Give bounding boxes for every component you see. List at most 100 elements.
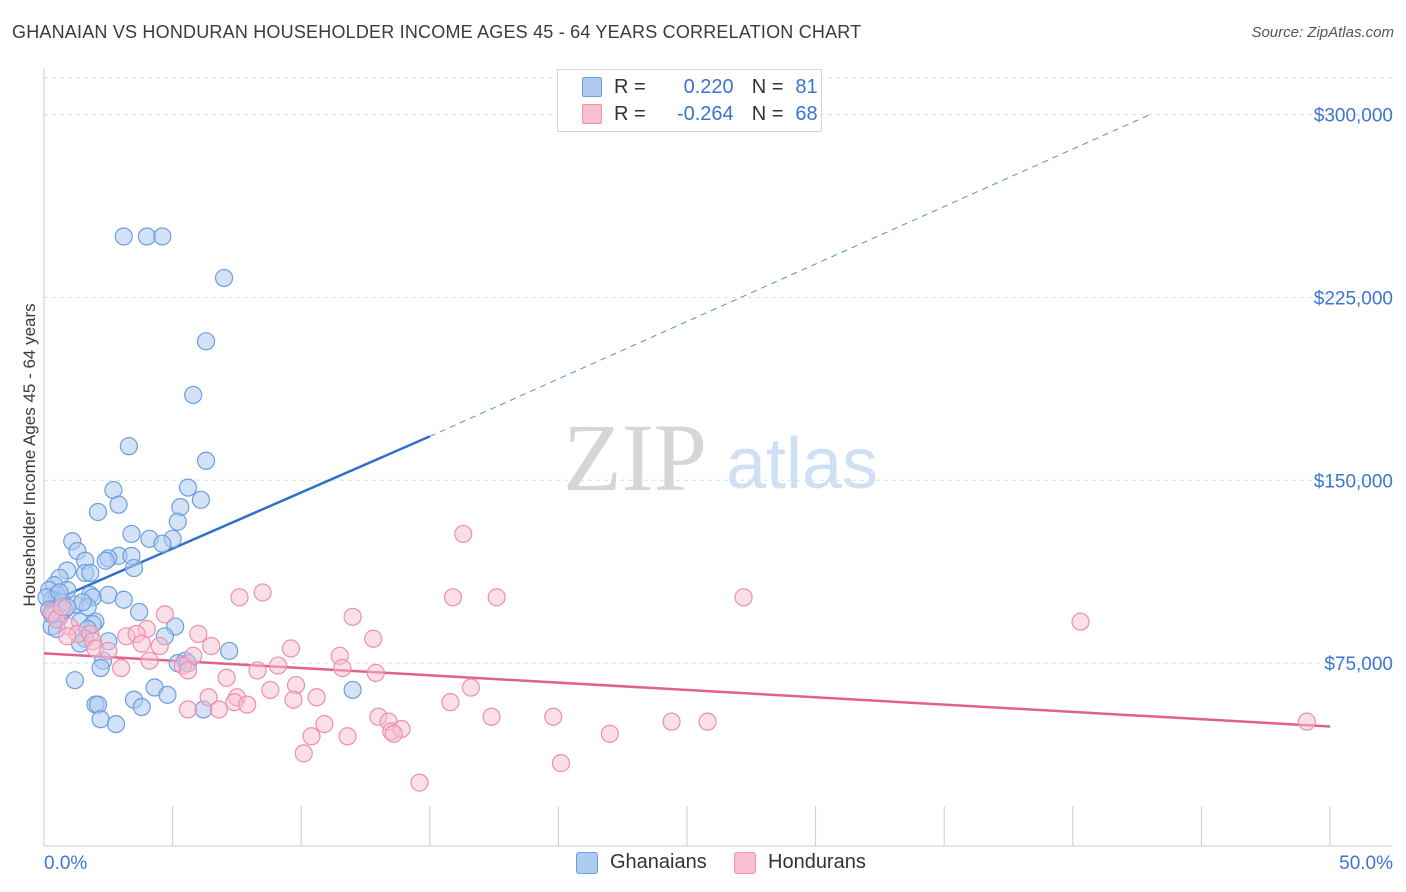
watermark-atlas: atlas xyxy=(726,424,878,504)
ghanaians-trend-line xyxy=(43,435,431,606)
hondurans-points xyxy=(42,524,1316,792)
ghanaians-trend-extension xyxy=(429,114,1151,437)
ghanaian-point xyxy=(88,502,108,522)
honduran-point xyxy=(268,656,288,675)
honduran-point xyxy=(217,668,236,687)
correlation-legend: R = 0.220 N = 81 R = -0.264 N = 68 xyxy=(557,69,822,132)
honduran-point xyxy=(1071,612,1090,631)
r-value: -0.264 xyxy=(676,102,734,125)
x-tick-label-min: 0.0% xyxy=(44,853,87,874)
honduran-point xyxy=(253,583,272,602)
r-value: 0.220 xyxy=(683,75,734,98)
honduran-point xyxy=(441,693,460,712)
honduran-point xyxy=(544,707,563,726)
honduran-point xyxy=(189,624,208,643)
honduran-point xyxy=(662,712,681,731)
honduran-point xyxy=(734,588,753,607)
ghanaian-point xyxy=(114,227,133,246)
honduran-point xyxy=(307,688,326,707)
hondurans-label: Hondurans xyxy=(768,851,866,873)
honduran-point xyxy=(178,661,198,680)
honduran-point xyxy=(333,658,352,678)
honduran-point xyxy=(600,724,619,743)
honduran-point xyxy=(58,627,77,646)
honduran-point xyxy=(202,636,221,656)
honduran-point xyxy=(410,773,429,792)
ghanaian-point xyxy=(96,551,115,570)
honduran-point xyxy=(284,690,303,709)
honduran-point xyxy=(302,727,321,746)
hondurans-swatch xyxy=(734,851,756,874)
x-tick-label-max: 50.0% xyxy=(1339,853,1393,874)
ghanaian-point xyxy=(178,478,198,497)
ghanaians-swatch xyxy=(576,851,598,874)
honduran-point xyxy=(551,754,571,773)
honduran-point xyxy=(294,744,313,763)
ghanaians-swatch xyxy=(582,77,602,97)
honduran-point xyxy=(52,597,72,617)
source-credit: Source: ZipAtlas.com xyxy=(1251,24,1394,41)
honduran-point xyxy=(454,524,473,544)
honduran-point xyxy=(315,714,334,734)
ghanaian-point xyxy=(196,332,216,351)
honduran-point xyxy=(150,636,169,656)
ghanaian-point xyxy=(184,385,203,405)
ghanaian-point xyxy=(114,590,133,609)
honduran-point xyxy=(199,688,218,707)
ghanaian-point xyxy=(106,714,126,734)
honduran-point xyxy=(140,651,159,670)
honduran-point xyxy=(281,639,301,658)
ghanaian-point xyxy=(91,710,110,729)
ghanaian-point xyxy=(214,268,234,288)
bottom-legend-hondurans: Hondurans xyxy=(734,851,866,874)
chart-title: GHANAIAN VS HONDURAN HOUSEHOLDER INCOME … xyxy=(12,22,862,42)
legend-row-ghanaians: R = 0.220 N = 81 xyxy=(582,73,818,101)
ghanaian-point xyxy=(137,227,156,246)
ghanaian-point xyxy=(168,512,187,531)
honduran-point xyxy=(366,663,385,682)
hondurans-swatch xyxy=(582,104,602,124)
y-tick-label: $75,000 xyxy=(1324,654,1393,675)
honduran-point xyxy=(1297,712,1316,731)
ghanaian-point xyxy=(220,641,239,661)
y-tick-label: $300,000 xyxy=(1314,106,1393,127)
honduran-point xyxy=(698,712,717,731)
honduran-point xyxy=(443,588,463,607)
honduran-point xyxy=(178,700,198,719)
ghanaian-point xyxy=(73,593,92,612)
watermark: ZIP atlas xyxy=(563,404,878,511)
n-value: 68 xyxy=(795,102,818,125)
axes xyxy=(43,68,1392,847)
honduran-point xyxy=(343,607,362,626)
y-tick-label: $225,000 xyxy=(1314,288,1393,309)
ghanaian-point xyxy=(196,451,216,470)
n-label: N = xyxy=(751,75,784,98)
grid-lines xyxy=(44,77,1392,664)
honduran-point xyxy=(238,695,257,714)
honduran-point xyxy=(248,661,267,680)
honduran-point xyxy=(364,629,383,648)
honduran-point xyxy=(461,678,481,697)
honduran-point xyxy=(261,680,280,700)
r-label: R = xyxy=(614,75,646,98)
y-tick-label: $150,000 xyxy=(1314,471,1393,492)
ghanaian-point xyxy=(153,227,172,246)
n-value: 81 xyxy=(795,75,818,98)
bottom-legend-ghanaians: Ghanaians xyxy=(576,851,707,874)
ghanaian-point xyxy=(81,563,100,583)
honduran-point xyxy=(230,588,249,607)
ghanaian-point xyxy=(343,680,362,700)
ghanaian-point xyxy=(124,558,144,578)
honduran-point xyxy=(338,727,357,746)
honduran-point xyxy=(99,641,118,661)
ghanaian-point xyxy=(191,490,210,509)
honduran-point xyxy=(384,724,403,743)
honduran-point xyxy=(132,634,151,653)
honduran-point xyxy=(155,605,174,624)
ghanaian-point xyxy=(91,658,110,678)
honduran-point xyxy=(112,658,131,678)
honduran-point xyxy=(209,700,228,719)
ghanaian-point xyxy=(153,534,172,553)
ghanaians-label: Ghanaians xyxy=(610,851,707,873)
legend-row-hondurans: R = -0.264 N = 68 xyxy=(582,100,818,128)
